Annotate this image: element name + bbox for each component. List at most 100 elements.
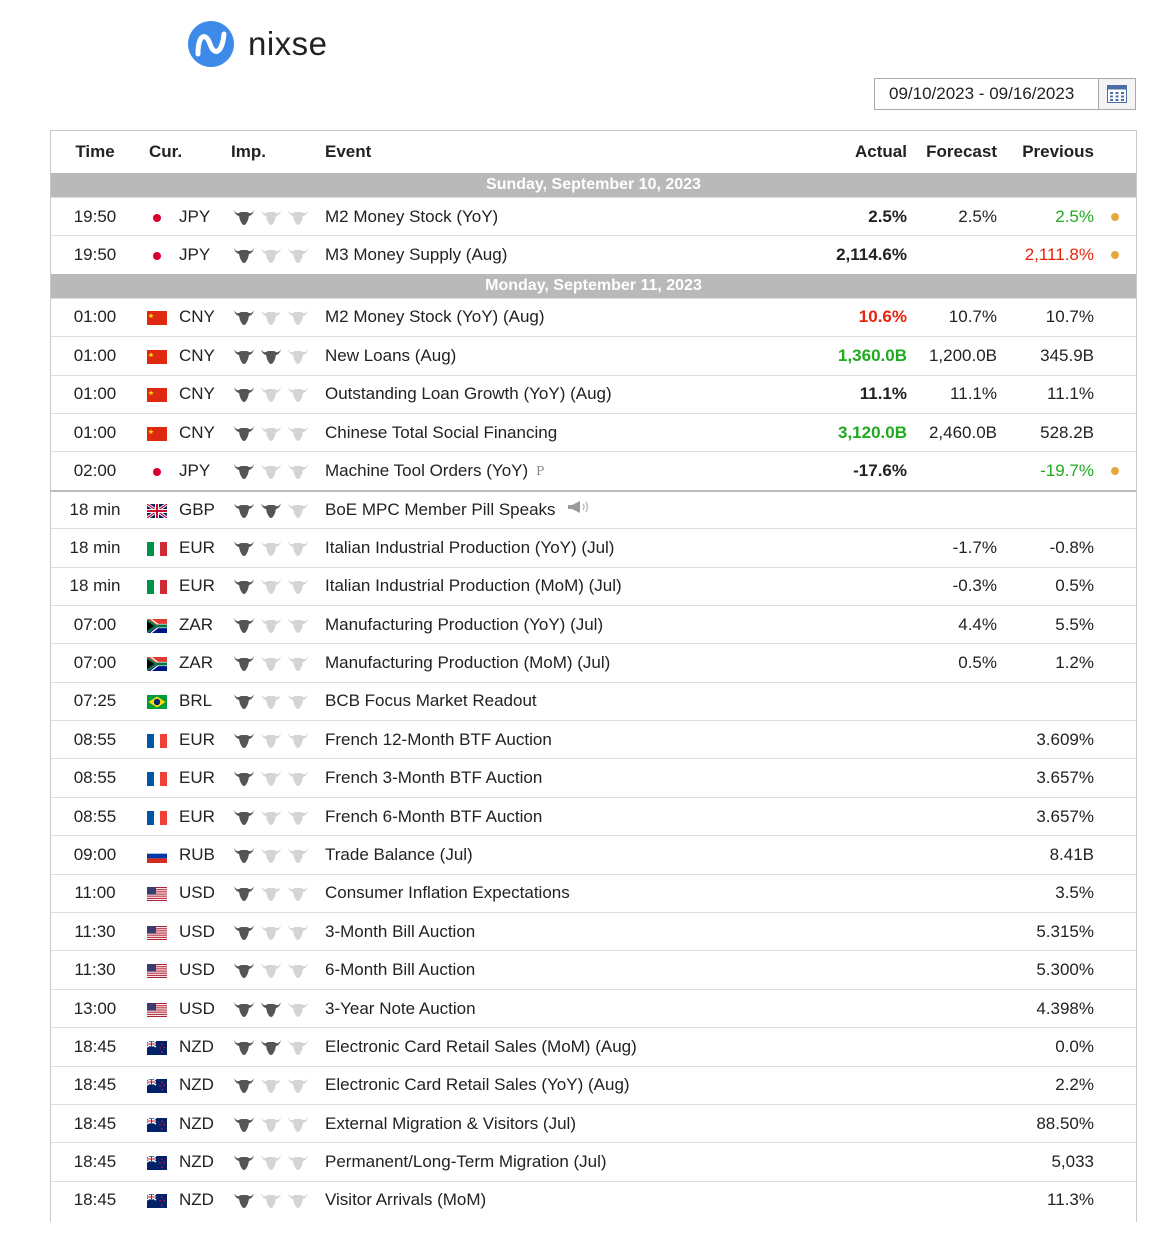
table-row[interactable]: 08:55 EUR French 6-Month BTF Auction 3.657% xyxy=(51,796,1136,835)
event-name[interactable]: BoE MPC Member Pill Speaks xyxy=(325,499,556,519)
event-name[interactable]: BCB Focus Market Readout xyxy=(325,691,537,711)
event-cell[interactable]: M3 Money Supply (Aug) xyxy=(317,245,807,265)
table-row[interactable]: 02:00 JPY Machine Tool Orders (YoY) P -17.6%… xyxy=(51,451,1136,489)
event-cell[interactable]: M2 Money Stock (YoY) (Aug) xyxy=(317,307,807,327)
event-cell[interactable]: Italian Industrial Production (MoM) (Jul… xyxy=(317,576,807,596)
pending-status-dot xyxy=(1111,251,1119,260)
event-name[interactable]: Outstanding Loan Growth (YoY) (Aug) xyxy=(325,384,612,404)
event-cell[interactable]: Manufacturing Production (MoM) (Jul) xyxy=(317,653,807,673)
event-cell[interactable]: Permanent/Long-Term Migration (Jul) xyxy=(317,1152,807,1172)
table-row[interactable]: 18 min EUR Italian Industrial Production (… xyxy=(51,528,1136,566)
event-cell[interactable]: Chinese Total Social Financing xyxy=(317,423,807,443)
event-cell[interactable]: Italian Industrial Production (YoY) (Jul… xyxy=(317,538,807,558)
table-row[interactable]: 07:00 ZAR Manufacturing Production (MoM) (… xyxy=(51,643,1136,681)
event-name[interactable]: Chinese Total Social Financing xyxy=(325,422,558,442)
table-row[interactable]: 01:00 CNY Outstanding Loan Growth (YoY) (A… xyxy=(51,374,1136,413)
table-row[interactable]: 07:25 BRL BCB Focus Market Readout xyxy=(51,681,1136,720)
event-cell[interactable]: 3-Month Bill Auction xyxy=(317,922,807,942)
event-name[interactable]: 3-Month Bill Auction xyxy=(325,921,476,941)
date-range-value[interactable]: 09/10/2023 - 09/16/2023 xyxy=(889,84,1075,103)
event-cell[interactable]: Electronic Card Retail Sales (MoM) (Aug) xyxy=(317,1037,807,1057)
italy-flag-icon xyxy=(147,541,167,556)
event-name[interactable]: New Loans (Aug) xyxy=(325,345,457,365)
event-cell[interactable]: Visitor Arrivals (MoM) xyxy=(317,1190,807,1210)
event-name[interactable]: Machine Tool Orders (YoY) xyxy=(325,461,529,481)
table-row[interactable]: 13:00 USD 3-Year Note Auction 4.398% xyxy=(51,988,1136,1027)
col-time[interactable]: Time xyxy=(75,142,115,161)
event-time: 08:55 xyxy=(73,768,117,788)
event-cell[interactable]: 3-Year Note Auction xyxy=(317,999,807,1019)
event-name[interactable]: Manufacturing Production (MoM) (Jul) xyxy=(325,652,611,672)
table-row[interactable]: 18:45 NZD Electronic Card Retail Sales (Yo… xyxy=(51,1065,1136,1104)
importance-rating xyxy=(221,308,317,326)
event-name[interactable]: M3 Money Supply (Aug) xyxy=(325,245,508,265)
table-row[interactable]: 11:00 USD Consumer Inflation Expectations 3… xyxy=(51,873,1136,912)
event-cell[interactable]: External Migration & Visitors (Jul) xyxy=(317,1114,807,1134)
table-row[interactable]: 18:45 NZD External Migration & Visitors (J… xyxy=(51,1103,1136,1142)
event-cell[interactable]: Consumer Inflation Expectations xyxy=(317,883,807,903)
col-event[interactable]: Event xyxy=(325,142,372,161)
calendar-icon[interactable] xyxy=(1098,79,1135,109)
table-row[interactable]: 11:30 USD 6-Month Bill Auction 5.300% xyxy=(51,950,1136,988)
event-name[interactable]: Electronic Card Retail Sales (MoM) (Aug) xyxy=(325,1036,637,1056)
event-cell[interactable]: M2 Money Stock (YoY) xyxy=(317,207,807,227)
table-row[interactable]: 18:45 NZD Visitor Arrivals (MoM) 11.3% xyxy=(51,1180,1136,1219)
event-cell[interactable]: French 3-Month BTF Auction xyxy=(317,768,807,788)
event-cell[interactable]: Machine Tool Orders (YoY) P xyxy=(317,461,807,481)
table-row[interactable]: 18:45 NZD Permanent/Long-Term Migration (J… xyxy=(51,1142,1136,1180)
event-cell[interactable]: BCB Focus Market Readout xyxy=(317,691,807,711)
event-name[interactable]: External Migration & Visitors (Jul) xyxy=(325,1113,576,1133)
table-row[interactable]: 07:00 ZAR Manufacturing Production (YoY) (… xyxy=(51,604,1136,643)
event-cell[interactable]: Manufacturing Production (YoY) (Jul) xyxy=(317,615,807,635)
event-name[interactable]: M2 Money Stock (YoY) xyxy=(325,206,499,226)
col-currency[interactable]: Cur. xyxy=(149,142,183,161)
event-name[interactable]: French 6-Month BTF Auction xyxy=(325,806,543,826)
date-range-picker[interactable]: 09/10/2023 - 09/16/2023 xyxy=(874,78,1136,110)
currency-code: CNY xyxy=(179,307,215,327)
col-forecast[interactable]: Forecast xyxy=(926,142,997,161)
event-name[interactable]: M2 Money Stock (YoY) (Aug) xyxy=(325,307,545,327)
event-name[interactable]: Manufacturing Production (YoY) (Jul) xyxy=(325,614,604,634)
event-name[interactable]: Electronic Card Retail Sales (YoY) (Aug) xyxy=(325,1075,630,1095)
event-name[interactable]: Trade Balance (Jul) xyxy=(325,844,473,864)
table-row[interactable]: 11:30 USD 3-Month Bill Auction 5.315% xyxy=(51,912,1136,950)
currency-code: CNY xyxy=(179,345,215,365)
table-row[interactable]: 18 min GBP BoE MPC Member Pill Speaks xyxy=(51,489,1136,528)
table-row[interactable]: 09:00 RUB Trade Balance (Jul) 8.41B xyxy=(51,835,1136,873)
event-cell[interactable]: Outstanding Loan Growth (YoY) (Aug) xyxy=(317,384,807,404)
event-cell[interactable]: Trade Balance (Jul) xyxy=(317,845,807,865)
forecast-value: 4.4% xyxy=(958,614,997,634)
event-name[interactable]: Visitor Arrivals (MoM) xyxy=(325,1190,487,1210)
event-name[interactable]: 6-Month Bill Auction xyxy=(325,960,476,980)
table-row[interactable]: 18:45 NZD Electronic Card Retail Sales (Mo… xyxy=(51,1027,1136,1065)
event-name[interactable]: French 3-Month BTF Auction xyxy=(325,768,543,788)
previous-value: 10.7% xyxy=(1045,307,1094,327)
table-row[interactable]: 18 min EUR Italian Industrial Production (… xyxy=(51,566,1136,605)
event-name[interactable]: Permanent/Long-Term Migration (Jul) xyxy=(325,1152,607,1172)
event-name[interactable]: Italian Industrial Production (YoY) (Jul… xyxy=(325,537,615,557)
event-cell[interactable]: 6-Month Bill Auction xyxy=(317,960,807,980)
event-cell[interactable]: French 6-Month BTF Auction xyxy=(317,807,807,827)
event-cell[interactable]: BoE MPC Member Pill Speaks xyxy=(317,499,807,520)
event-name[interactable]: 3-Year Note Auction xyxy=(325,998,476,1018)
table-row[interactable]: 01:00 CNY Chinese Total Social Financing 3,… xyxy=(51,412,1136,451)
event-name[interactable]: Italian Industrial Production (MoM) (Jul… xyxy=(325,576,622,596)
table-row[interactable]: 08:55 EUR French 3-Month BTF Auction 3.657% xyxy=(51,758,1136,796)
col-previous[interactable]: Previous xyxy=(1022,142,1094,161)
currency-code: USD xyxy=(179,998,215,1018)
col-importance[interactable]: Imp. xyxy=(231,142,266,161)
event-name[interactable]: Consumer Inflation Expectations xyxy=(325,883,570,903)
event-name[interactable]: French 12-Month BTF Auction xyxy=(325,729,552,749)
event-cell[interactable]: Electronic Card Retail Sales (YoY) (Aug) xyxy=(317,1075,807,1095)
event-cell[interactable]: New Loans (Aug) xyxy=(317,346,807,366)
economic-calendar-table: Time Cur. Imp. Event Actual Forecast Pre… xyxy=(50,130,1137,1222)
col-actual[interactable]: Actual xyxy=(855,142,907,161)
brand-logo[interactable]: nixse xyxy=(186,20,328,68)
table-row[interactable]: 19:50 JPY M2 Money Stock (YoY) 2.5% 2.5% 2.5% xyxy=(51,197,1136,235)
event-cell[interactable]: French 12-Month BTF Auction xyxy=(317,730,807,750)
table-row[interactable]: 01:00 CNY New Loans (Aug) 1,360.0B 1,200.0B 3… xyxy=(51,336,1136,374)
table-row[interactable]: 08:55 EUR French 12-Month BTF Auction 3.609… xyxy=(51,720,1136,758)
table-row[interactable]: 01:00 CNY M2 Money Stock (YoY) (Aug) 10.6% 1… xyxy=(51,297,1136,336)
currency-cell: EUR xyxy=(139,538,221,558)
table-row[interactable]: 19:50 JPY M3 Money Supply (Aug) 2,114.6% 2,1… xyxy=(51,235,1136,273)
